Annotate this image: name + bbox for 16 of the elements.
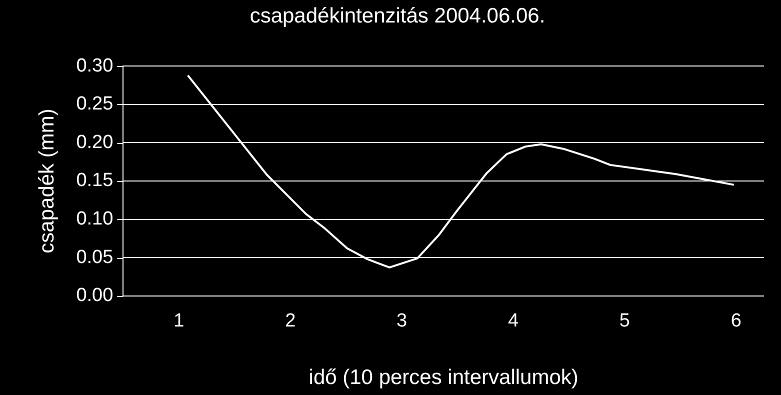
x-tick-label: 3 bbox=[396, 310, 408, 332]
y-tick-label: 0.00 bbox=[76, 285, 114, 306]
x-tick-label: 5 bbox=[619, 310, 630, 332]
y-tick-label: 0.05 bbox=[76, 246, 114, 268]
x-tick-label: 1 bbox=[174, 310, 184, 332]
chart-title: csapadékintenzitás 2004.06.06. bbox=[250, 4, 546, 28]
x-tick-label: 6 bbox=[730, 310, 742, 332]
y-tick-label: 0.20 bbox=[76, 132, 114, 153]
x-axis-title: idő (10 perces intervallumok) bbox=[308, 366, 578, 390]
y-tick-label: 0.10 bbox=[76, 208, 114, 230]
x-tick-label: 4 bbox=[508, 310, 519, 332]
y-axis-title: csapadék (mm) bbox=[35, 108, 58, 254]
x-tick-label: 2 bbox=[285, 310, 296, 332]
y-tick-label: 0.25 bbox=[76, 94, 114, 115]
y-tick-label: 0.15 bbox=[76, 170, 114, 192]
y-tick-label: 0.30 bbox=[76, 55, 114, 76]
